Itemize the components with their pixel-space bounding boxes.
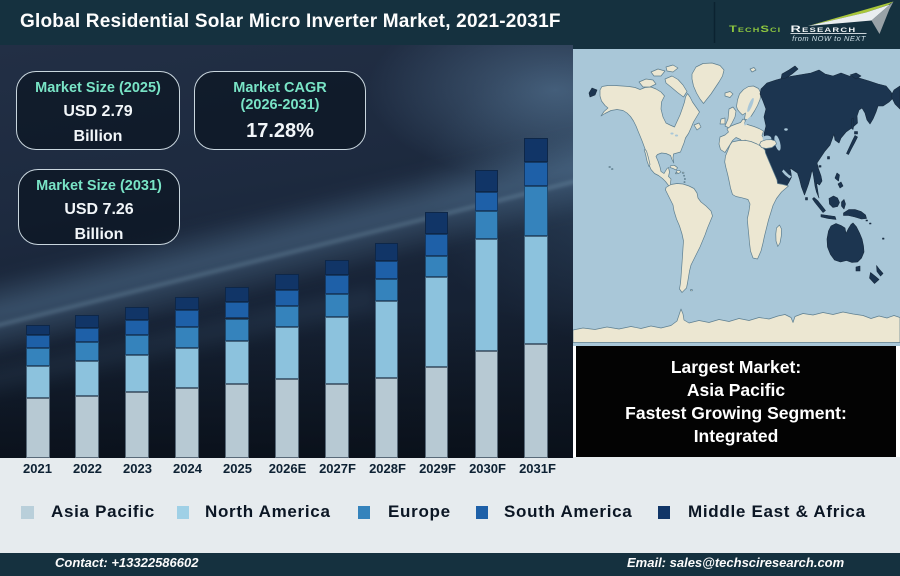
svg-text:from NOW to NEXT: from NOW to NEXT <box>792 34 867 43</box>
svg-text:TechSci: TechSci <box>729 24 781 34</box>
svg-text:Research: Research <box>791 23 857 34</box>
